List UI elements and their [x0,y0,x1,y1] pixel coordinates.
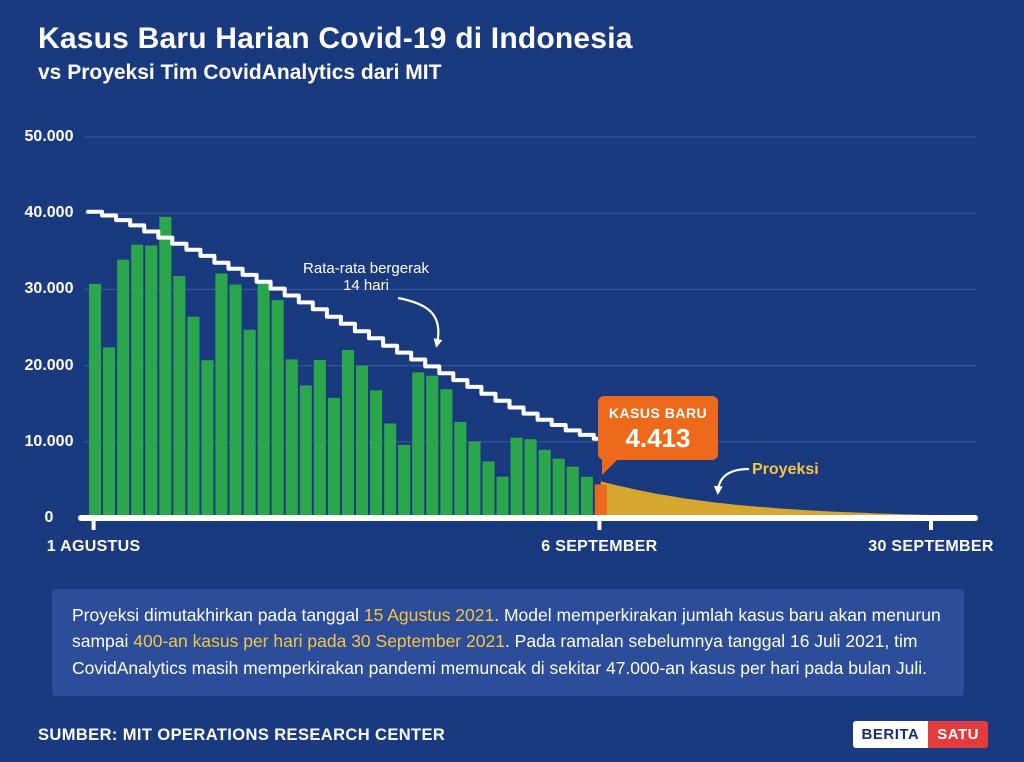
note-highlight: 15 Agustus 2021 [363,605,495,625]
bar [566,466,579,518]
bar [341,350,354,518]
bar [229,284,242,518]
y-axis-label: 10.000 [24,432,74,450]
logo-berita: BERITA [852,721,929,748]
x-tick [597,521,602,530]
bar [145,245,158,518]
bar [355,365,368,518]
logo-satu: SATU [928,721,988,748]
page-subtitle: vs Proyeksi Tim CovidAnalytics dari MIT [38,61,442,84]
bar [103,347,116,518]
y-axis-label: 0 [44,509,54,526]
source-text: SUMBER: MIT OPERATIONS RESEARCH CENTER [38,726,446,744]
bar [496,476,509,518]
bar [131,244,144,518]
x-tick [91,521,96,530]
bar [243,329,256,518]
bar [594,484,607,518]
bar [524,439,537,518]
bar [552,458,565,518]
page-title: Kasus Baru Harian Covid-19 di Indonesia [38,22,633,55]
bar [412,372,425,518]
projection-area [600,481,931,518]
bar [510,437,523,518]
bar [187,316,200,518]
chart-canvas [78,136,978,530]
callout-tail-pointer [602,459,618,475]
bar [384,423,397,518]
x-axis-label: 1 AGUSTUS [46,538,141,555]
note-text: Proyeksi dimutakhirkan pada tanggal 15 A… [72,602,944,681]
bar [215,273,228,518]
bar [257,283,270,518]
y-axis-label: 50.000 [24,128,74,145]
y-axis-label: 20.000 [24,356,74,374]
bar [313,360,326,518]
bar [173,276,186,518]
y-axis-label: 30.000 [24,280,74,298]
projection-arrow [713,467,750,495]
y-axis-label: 40.000 [24,204,74,222]
bar [538,449,551,518]
bar [440,389,453,518]
bar [271,300,284,518]
beritasatu-logo: BERITA SATU [852,721,988,748]
projection-label: Proyeksi [752,461,819,478]
bar [580,476,593,518]
bar [398,444,411,518]
note-plain: . Pada ramalan sebelumnya tanggal 16 Jul… [72,631,928,678]
chart-layers [78,136,978,530]
bar [327,397,340,518]
note-highlight: 400-an kasus per hari pada 30 September … [133,631,505,652]
bar [117,259,130,518]
moving-average-label: Rata-rata bergerak 14 hari [303,260,429,295]
bar [482,461,495,518]
bar [89,283,102,518]
x-axis [78,515,978,521]
bar [454,421,467,518]
note-box: Proyeksi dimutakhirkan pada tanggal 15 A… [52,589,964,696]
note-plain: Proyeksi dimutakhirkan pada tanggal [72,605,364,625]
note-plain: . Model memperkirakan jumlah kasus baru … [72,605,941,652]
x-axis-label: 6 SEPTEMBER [541,538,658,555]
callout-title: KASUS BARU [608,405,708,421]
bar [299,385,312,518]
x-axis-label: 30 SEPTEMBER [868,538,994,555]
moving-average-arrow [397,296,443,348]
bar [285,359,298,518]
new-cases-callout: KASUS BARU 4.413 [598,396,718,475]
bar [468,441,481,518]
moving-average-line [86,209,610,441]
bar [370,390,383,518]
x-tick [929,521,933,530]
bar [426,375,439,518]
bar [201,360,214,518]
callout-value: 4.413 [625,423,691,453]
bar [159,216,172,519]
